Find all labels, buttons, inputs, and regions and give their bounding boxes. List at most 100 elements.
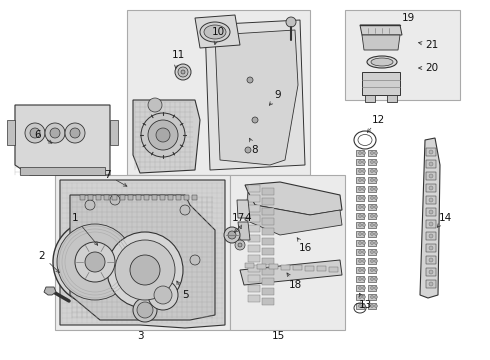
Circle shape bbox=[359, 242, 362, 244]
Polygon shape bbox=[362, 72, 400, 95]
Circle shape bbox=[154, 286, 172, 304]
Bar bbox=[368, 258, 376, 264]
Bar bbox=[356, 204, 364, 210]
Bar bbox=[269, 264, 278, 269]
Circle shape bbox=[370, 161, 373, 163]
Polygon shape bbox=[128, 195, 133, 200]
Circle shape bbox=[359, 305, 362, 307]
Circle shape bbox=[359, 233, 362, 235]
Bar bbox=[368, 159, 376, 165]
Text: 16: 16 bbox=[298, 243, 312, 253]
Bar bbox=[248, 275, 260, 282]
Circle shape bbox=[363, 287, 366, 289]
Bar bbox=[426, 256, 436, 264]
Polygon shape bbox=[238, 222, 250, 240]
Circle shape bbox=[53, 220, 137, 304]
Text: 13: 13 bbox=[358, 300, 371, 310]
Circle shape bbox=[30, 128, 40, 138]
Circle shape bbox=[110, 195, 120, 205]
Bar bbox=[426, 220, 436, 228]
Circle shape bbox=[178, 67, 188, 77]
Circle shape bbox=[429, 270, 433, 274]
Bar bbox=[426, 184, 436, 192]
Bar bbox=[248, 205, 260, 212]
Polygon shape bbox=[152, 195, 157, 200]
Polygon shape bbox=[184, 195, 189, 200]
Bar bbox=[230, 175, 345, 330]
Bar bbox=[248, 235, 260, 242]
Polygon shape bbox=[144, 195, 149, 200]
Circle shape bbox=[85, 252, 105, 272]
Circle shape bbox=[363, 197, 366, 199]
Polygon shape bbox=[120, 195, 125, 200]
Circle shape bbox=[235, 240, 245, 250]
Circle shape bbox=[363, 152, 366, 154]
Polygon shape bbox=[96, 195, 101, 200]
Circle shape bbox=[363, 179, 366, 181]
Circle shape bbox=[363, 251, 366, 253]
Circle shape bbox=[359, 170, 362, 172]
Circle shape bbox=[363, 224, 366, 226]
Polygon shape bbox=[80, 195, 85, 200]
Bar bbox=[368, 204, 376, 210]
Bar bbox=[262, 298, 274, 305]
Circle shape bbox=[359, 206, 362, 208]
Polygon shape bbox=[215, 30, 298, 165]
Circle shape bbox=[141, 113, 185, 157]
Bar bbox=[368, 240, 376, 246]
Circle shape bbox=[363, 269, 366, 271]
Bar bbox=[262, 198, 274, 205]
Circle shape bbox=[374, 215, 377, 217]
Bar bbox=[248, 255, 260, 262]
Bar bbox=[356, 177, 364, 183]
Circle shape bbox=[370, 305, 373, 307]
Polygon shape bbox=[60, 180, 225, 328]
Bar bbox=[368, 150, 376, 156]
Bar bbox=[248, 195, 260, 202]
Text: 10: 10 bbox=[212, 27, 224, 37]
Circle shape bbox=[115, 240, 175, 300]
Circle shape bbox=[363, 170, 366, 172]
Bar bbox=[426, 268, 436, 276]
Polygon shape bbox=[240, 260, 342, 285]
Text: 11: 11 bbox=[172, 50, 185, 60]
Circle shape bbox=[370, 242, 373, 244]
Bar bbox=[368, 168, 376, 174]
Circle shape bbox=[359, 188, 362, 190]
Circle shape bbox=[148, 98, 162, 112]
Bar bbox=[245, 263, 254, 268]
Bar bbox=[356, 195, 364, 201]
Bar bbox=[55, 175, 230, 330]
Circle shape bbox=[374, 188, 377, 190]
Bar bbox=[127, 10, 310, 175]
Circle shape bbox=[429, 150, 433, 154]
Text: 8: 8 bbox=[252, 145, 258, 155]
Polygon shape bbox=[20, 167, 105, 175]
Bar bbox=[368, 267, 376, 273]
Circle shape bbox=[190, 255, 200, 265]
Text: 1: 1 bbox=[72, 213, 78, 223]
Polygon shape bbox=[160, 195, 165, 200]
Circle shape bbox=[224, 227, 240, 243]
Circle shape bbox=[370, 170, 373, 172]
Polygon shape bbox=[133, 100, 200, 173]
Bar bbox=[262, 288, 274, 295]
Circle shape bbox=[374, 242, 377, 244]
Polygon shape bbox=[195, 15, 240, 48]
Text: 2: 2 bbox=[39, 251, 45, 261]
Bar bbox=[262, 258, 274, 265]
Bar bbox=[368, 231, 376, 237]
Bar bbox=[248, 215, 260, 222]
Circle shape bbox=[374, 305, 377, 307]
Circle shape bbox=[75, 242, 115, 282]
Bar bbox=[368, 195, 376, 201]
Bar bbox=[248, 225, 260, 232]
Bar bbox=[356, 294, 364, 300]
Circle shape bbox=[429, 258, 433, 262]
Circle shape bbox=[148, 280, 178, 310]
Text: 6: 6 bbox=[35, 130, 41, 140]
Bar bbox=[248, 245, 260, 252]
Circle shape bbox=[363, 188, 366, 190]
Text: 4: 4 bbox=[245, 213, 251, 223]
Text: 12: 12 bbox=[371, 115, 385, 125]
